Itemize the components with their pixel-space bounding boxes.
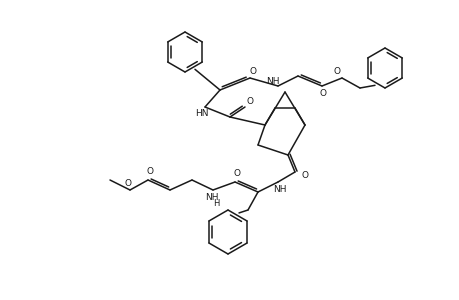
Text: O: O [246,98,253,106]
Text: O: O [146,167,153,176]
Text: O: O [319,89,326,98]
Text: O: O [333,68,340,76]
Text: O: O [301,170,308,179]
Text: O: O [249,67,256,76]
Text: NH: NH [205,193,218,202]
Text: HN: HN [195,109,208,118]
Text: O: O [124,178,131,188]
Text: NH: NH [266,76,279,85]
Text: O: O [233,169,240,178]
Text: NH: NH [273,184,286,194]
Text: H: H [213,199,218,208]
